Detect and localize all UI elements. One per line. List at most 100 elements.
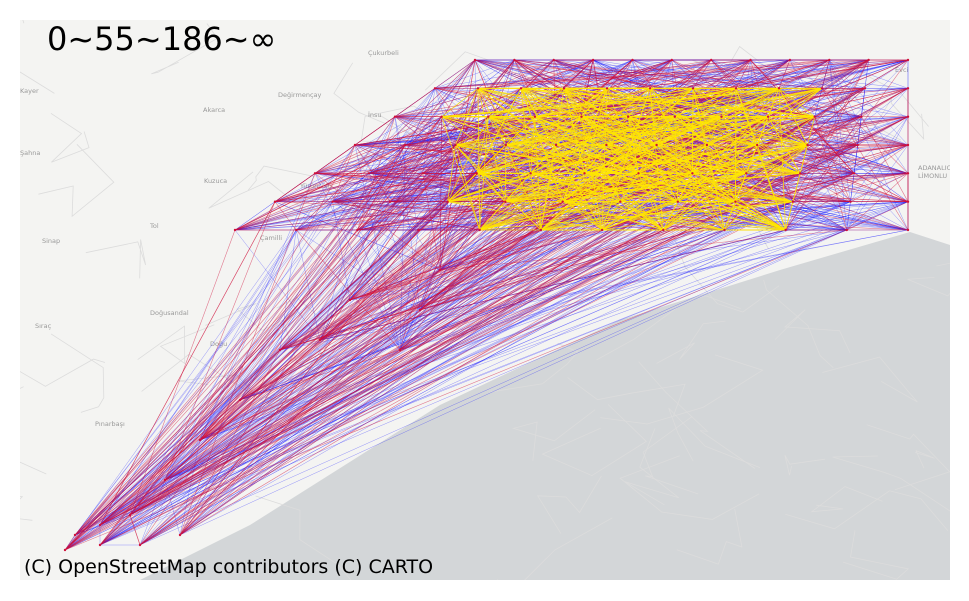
road-line [20, 358, 106, 387]
flow-edge [349, 173, 693, 301]
road-line [774, 309, 851, 354]
station-node [745, 172, 748, 175]
station-node [367, 172, 371, 175]
flow-edge [724, 88, 909, 231]
flow-edge [455, 116, 675, 146]
station-node [863, 87, 867, 90]
station-node [475, 172, 478, 175]
flow-edge [662, 201, 679, 231]
place-label: Evci [895, 66, 909, 74]
station-node [476, 87, 480, 90]
flow-edge [792, 201, 847, 231]
station-node [473, 58, 477, 62]
flow-edge [164, 59, 476, 481]
station-node [318, 338, 322, 342]
flow-edge [357, 201, 793, 231]
flow-edge [850, 116, 909, 202]
flow-edge [479, 144, 808, 231]
station-node [791, 200, 795, 203]
station-node [433, 87, 437, 90]
flow-edge [99, 229, 725, 546]
road-line [328, 281, 452, 308]
flow-edge [439, 229, 847, 271]
flow-edge [477, 59, 751, 89]
flow-edge [750, 59, 823, 89]
road-line [496, 517, 613, 580]
flow-edge [64, 144, 758, 551]
flow-edge [274, 116, 396, 202]
flow-edge [179, 229, 419, 536]
flow-edge [164, 201, 909, 481]
station-node [418, 308, 422, 312]
flow-edge [164, 349, 401, 481]
road-line [907, 262, 950, 297]
flow-edge [505, 116, 815, 146]
station-node [849, 200, 852, 203]
flow-edge [234, 144, 406, 231]
road-line [333, 62, 414, 136]
flow-edge [179, 201, 391, 536]
flow-edge [99, 201, 851, 526]
flow-edge [399, 173, 639, 351]
flow-edge [581, 116, 621, 202]
flow-edge [562, 201, 786, 231]
flow-edge [663, 144, 808, 231]
map-view[interactable]: Çukurbeli Değirmençay Akarca İnsu Kuzuca Yürü… [20, 20, 950, 580]
flow-edge [477, 59, 909, 89]
flow-edge [520, 87, 679, 203]
flow-edge [64, 116, 909, 551]
place-label: Şahna [20, 149, 40, 157]
flow-edge [455, 144, 531, 174]
flow-edge [746, 144, 808, 174]
station-node [691, 172, 694, 175]
flow-edge [99, 201, 909, 546]
flow-edge [562, 87, 694, 203]
flow-edge [534, 87, 694, 118]
flow-edge [540, 201, 793, 231]
station-node [723, 228, 726, 232]
flow-edge [99, 201, 506, 546]
station-node [806, 143, 809, 147]
station-node [845, 228, 848, 232]
place-label: Doğusandal [150, 309, 189, 317]
station-node [73, 533, 77, 537]
road-line [619, 455, 760, 520]
flow-edge [735, 59, 909, 89]
flow-edge [601, 88, 651, 231]
station-node [676, 200, 679, 203]
flow-edge [606, 87, 808, 146]
flow-edge [474, 59, 608, 89]
flow-edge [64, 534, 76, 551]
flow-edge [164, 229, 847, 481]
flow-edge [295, 229, 401, 351]
flow-edge [477, 88, 481, 231]
station-node [295, 228, 298, 232]
flow-edge [606, 59, 751, 89]
station-node [670, 58, 673, 62]
road-line [842, 530, 910, 580]
flow-edge [179, 173, 316, 536]
station-node [691, 87, 695, 90]
flow-edge [74, 514, 131, 536]
flow-edge [606, 87, 694, 146]
flow-edge [724, 201, 909, 231]
flow-edge [674, 87, 737, 118]
flow-edge [394, 88, 479, 117]
station-node [788, 58, 792, 62]
flow-edge [64, 299, 351, 551]
flow-edge [354, 144, 401, 351]
flow-edge [64, 59, 515, 551]
flow-edge [674, 116, 808, 146]
flow-edge [179, 144, 607, 536]
flow-edge [602, 201, 793, 231]
flow-edge [199, 201, 794, 441]
road-line [600, 354, 764, 425]
flow-edge [514, 59, 780, 89]
flow-edge [239, 144, 406, 401]
flow-edge [274, 59, 594, 202]
station-node [454, 143, 457, 147]
station-node [906, 87, 910, 90]
flow-edge [563, 59, 830, 89]
road-line [596, 295, 741, 361]
flow-edge [692, 88, 708, 146]
